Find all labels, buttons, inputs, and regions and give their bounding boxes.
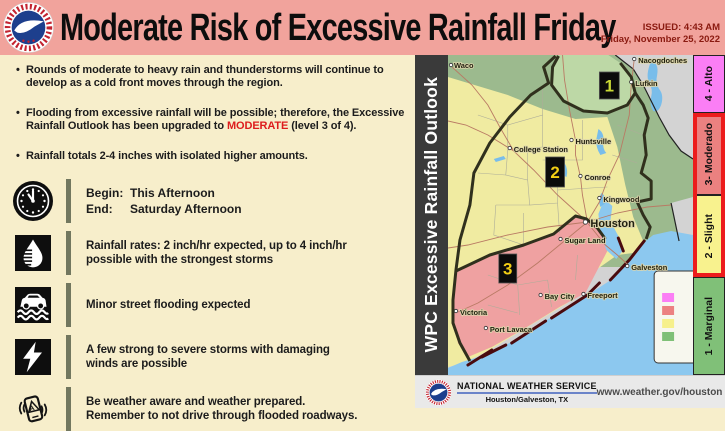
footer-bar: NATIONAL WEATHER SERVICE Houston/Galvest… — [415, 375, 725, 408]
svg-text:Freeport: Freeport — [587, 291, 618, 300]
risk-legend: 4 - Alto 3- Moderado 2 - Slight 1 - Margina… — [693, 55, 725, 375]
city-marker: Lufkin — [629, 78, 659, 89]
rainfall-outlook-map: WPC Excessive Rainfall Outlook — [415, 55, 693, 375]
info-rows: Begin: This Afternoon End: Saturday Aftern… — [0, 179, 415, 431]
city-layer: Waco Nacogdoches Lufkin Huntsville College S… — [448, 55, 688, 335]
legend-item: 3- Moderado — [693, 113, 725, 195]
risk-badge: 1 — [598, 71, 620, 100]
city-marker: Huntsville — [569, 136, 612, 147]
svg-text:Kingwood: Kingwood — [603, 195, 639, 204]
nws-logo-icon — [3, 2, 54, 53]
risk-badge: 3 — [498, 253, 518, 284]
svg-text:Sugar Land: Sugar Land — [565, 236, 606, 245]
rain-rate-text: Rainfall rates: 2 inch/hr expected, up t… — [86, 239, 347, 267]
phone-alert-icon: A — [18, 395, 48, 423]
svg-text:Lufkin: Lufkin — [635, 79, 658, 88]
svg-text:Conroe: Conroe — [584, 173, 610, 182]
lightning-icon — [15, 339, 51, 376]
bullet-item: Flooding from excessive rainfall will be… — [16, 107, 418, 134]
city-marker: Victoria — [453, 307, 489, 318]
svg-text:Bay City: Bay City — [545, 292, 576, 301]
nws-footer-logo-icon — [425, 378, 452, 406]
street-flooding-row: Minor street flooding expected — [0, 283, 415, 328]
website-link[interactable]: www.weather.gov/houston — [596, 386, 723, 398]
raindrop-icon — [15, 235, 51, 272]
city-marker: Port Lavaca — [483, 324, 534, 335]
nws-org-name: NATIONAL WEATHER SERVICE — [457, 381, 597, 394]
divider — [66, 283, 71, 328]
bullet-item: Rainfall totals 2-4 inches with isolated… — [16, 150, 418, 164]
risk-badge: 2 — [545, 156, 565, 188]
city-marker: Freeport — [581, 290, 619, 301]
legend-item: 1 - Marginal — [693, 277, 725, 375]
city-marker: Houston — [582, 217, 636, 231]
map-vertical-title: WPC Excessive Rainfall Outlook — [421, 77, 441, 353]
rain-rate-row: Rainfall rates: 2 inch/hr expected, up t… — [0, 231, 415, 276]
preparedness-row: A Be weather aware and weather prepared.… — [0, 387, 415, 431]
city-marker: College Station — [507, 144, 569, 155]
svg-text:3: 3 — [503, 259, 512, 278]
weather-briefing-graphic: { "header": { "title": "Moderate Risk of… — [0, 0, 725, 408]
city-marker: Sugar Land — [558, 235, 607, 246]
header-banner: Moderate Risk of Excessive Rainfall Frid… — [0, 0, 725, 55]
timing-row: Begin: This Afternoon End: Saturday Aftern… — [0, 179, 415, 224]
svg-text:Huntsville: Huntsville — [575, 137, 611, 146]
bullet-list: Rounds of moderate to heavy rain and thu… — [0, 55, 415, 163]
badge-layer: 1 2 3 — [498, 71, 620, 284]
svg-text:Victoria: Victoria — [460, 308, 488, 317]
legend-item: 4 - Alto — [693, 55, 725, 113]
city-marker: Bay City — [538, 291, 576, 302]
divider — [66, 231, 71, 276]
page-title: Moderate Risk of Excessive Rainfall Frid… — [60, 7, 616, 49]
svg-text:Houston: Houston — [590, 218, 635, 230]
city-marker: Waco — [448, 60, 475, 71]
legend-item: 2 - Slight — [693, 195, 725, 277]
city-marker: Nacogdoches — [632, 55, 688, 66]
severe-storms-text: A few strong to severe storms with damag… — [86, 343, 330, 371]
svg-text:Galveston: Galveston — [631, 263, 667, 272]
bullet-item: Rounds of moderate to heavy rain and thu… — [16, 64, 418, 91]
clock-icon — [13, 181, 53, 222]
svg-text:Waco: Waco — [454, 61, 474, 70]
timing-text: Begin: This Afternoon End: Saturday Aftern… — [86, 185, 242, 217]
nws-identity: NATIONAL WEATHER SERVICE Houston/Galvest… — [457, 381, 597, 404]
city-marker: Conroe — [578, 172, 611, 183]
svg-text:2: 2 — [550, 163, 559, 182]
nws-office-name: Houston/Galveston, TX — [485, 394, 569, 404]
flooded-car-icon — [15, 287, 51, 324]
moderate-highlight: MODERATE — [226, 120, 289, 133]
severe-storms-row: A few strong to severe storms with damag… — [0, 335, 415, 380]
divider — [66, 387, 71, 431]
city-marker: Kingwood — [597, 194, 641, 205]
divider — [66, 179, 71, 224]
city-marker: Galveston — [625, 262, 669, 273]
svg-text:Port Lavaca: Port Lavaca — [490, 325, 533, 334]
svg-text:Nacogdoches: Nacogdoches — [638, 56, 687, 65]
map-inset-legend — [653, 270, 693, 364]
street-flooding-text: Minor street flooding expected — [86, 298, 251, 311]
issued-timestamp: ISSUED: 4:43 AM Friday, November 25, 202… — [600, 22, 720, 46]
divider — [66, 335, 71, 380]
preparedness-text: Be weather aware and weather prepared. R… — [86, 395, 358, 423]
risk-map: Waco Nacogdoches Lufkin Huntsville College S… — [448, 55, 693, 375]
map-title-bar: WPC Excessive Rainfall Outlook — [415, 55, 448, 375]
briefing-panel: Rounds of moderate to heavy rain and thu… — [0, 55, 415, 431]
svg-text:College Station: College Station — [514, 145, 569, 154]
svg-text:1: 1 — [605, 76, 614, 95]
